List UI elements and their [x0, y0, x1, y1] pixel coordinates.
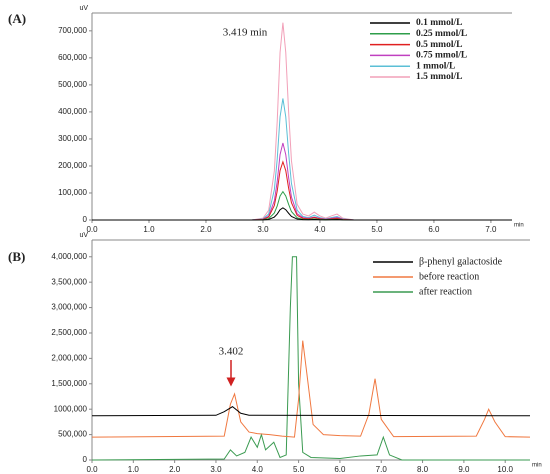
- x-tick-label: 2.0: [169, 465, 181, 474]
- x-label: min: [532, 463, 542, 469]
- y-tick-label: 100,000: [58, 188, 87, 197]
- legend-label: 0.1 mmol/L: [416, 18, 462, 28]
- series-line: [92, 207, 512, 221]
- y-tick-label: 2,000,000: [51, 353, 87, 362]
- series-line: [91, 340, 531, 438]
- legend-label: 0.5 mmol/L: [416, 40, 462, 50]
- x-tick-label: 7.0: [485, 225, 497, 234]
- legend-label: after reaction: [419, 286, 472, 297]
- y-tick-label: 4,000,000: [51, 252, 87, 261]
- panel-title: (B): [8, 249, 25, 264]
- x-tick-label: 5.0: [371, 225, 383, 234]
- x-tick-label: 7.0: [376, 465, 388, 474]
- y-tick-label: 0: [83, 215, 88, 224]
- x-tick-label: 0.0: [86, 465, 98, 474]
- y-tick-label: 700,000: [58, 26, 87, 35]
- y-tick-label: 200,000: [58, 161, 87, 170]
- x-label: min: [514, 223, 524, 229]
- y-tick-label: 400,000: [58, 107, 87, 116]
- x-tick-label: 10.0: [497, 465, 513, 474]
- legend-label: β-phenyl galactoside: [419, 256, 503, 267]
- x-tick-label: 3.0: [210, 465, 222, 474]
- annotation: 3.402: [219, 346, 244, 358]
- x-tick-label: 2.0: [200, 225, 212, 234]
- y-tick-label: 1000,000: [54, 404, 88, 413]
- series-line: [92, 98, 512, 221]
- y-tick-label: 1,500,000: [51, 379, 87, 388]
- y-tick-label: 3,000,000: [51, 303, 87, 312]
- x-tick-label: 8.0: [417, 465, 429, 474]
- legend-label: before reaction: [419, 271, 479, 282]
- x-tick-label: 5.0: [293, 465, 305, 474]
- x-tick-label: 0.0: [86, 225, 98, 234]
- y-tick-label: 0: [83, 455, 88, 464]
- y-unit: uV: [79, 5, 88, 12]
- y-tick-label: 3,500,000: [51, 277, 87, 286]
- annotation: 3.419 min: [223, 27, 268, 39]
- series-line: [91, 256, 530, 461]
- y-tick-label: 500,000: [58, 430, 87, 439]
- x-tick-label: 4.0: [314, 225, 326, 234]
- x-tick-label: 3.0: [257, 225, 269, 234]
- legend-label: 0.75 mmol/L: [416, 51, 467, 61]
- legend-label: 1.5 mmol/L: [416, 72, 462, 82]
- x-tick-label: 1.0: [143, 225, 155, 234]
- x-tick-label: 1.0: [128, 465, 140, 474]
- x-tick-label: 6.0: [428, 225, 440, 234]
- y-tick-label: 600,000: [58, 53, 87, 62]
- legend-label: 1 mmol/L: [416, 61, 455, 71]
- y-tick-label: 2,500,000: [51, 328, 87, 337]
- series-line: [92, 22, 512, 221]
- series-line: [92, 142, 512, 221]
- x-tick-label: 6.0: [334, 465, 346, 474]
- y-unit: uV: [79, 232, 88, 239]
- x-tick-label: 4.0: [252, 465, 264, 474]
- series-line: [92, 160, 512, 221]
- panel-title: (A): [8, 11, 26, 26]
- y-tick-label: 500,000: [58, 80, 87, 89]
- legend-label: 0.25 mmol/L: [416, 29, 467, 39]
- x-tick-label: 9.0: [458, 465, 470, 474]
- y-tick-label: 300,000: [58, 134, 87, 143]
- series-line: [91, 406, 531, 417]
